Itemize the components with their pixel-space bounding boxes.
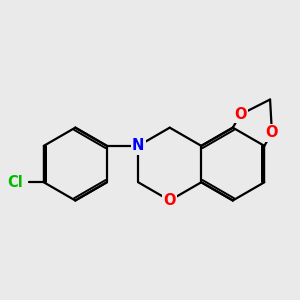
Text: O: O [164, 193, 176, 208]
Text: N: N [132, 138, 144, 153]
Text: O: O [234, 107, 247, 122]
Text: Cl: Cl [7, 175, 22, 190]
Text: O: O [266, 125, 278, 140]
